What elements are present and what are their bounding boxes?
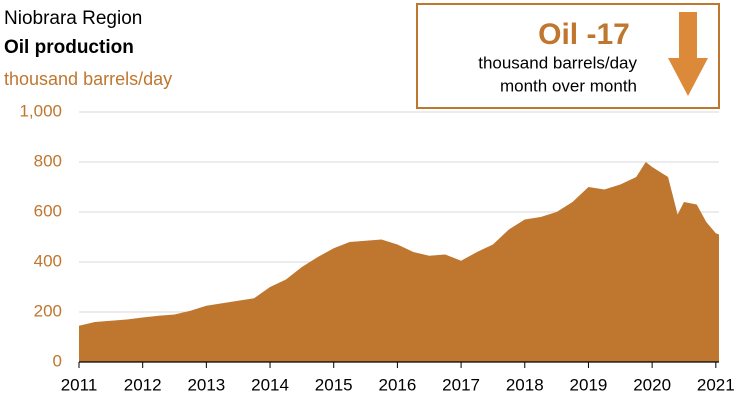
callout-headline: Oil -17 <box>538 18 630 51</box>
y-tick-label: 0 <box>53 351 62 370</box>
x-tick-label: 2017 <box>442 375 480 394</box>
chart-subtitle: Oil production <box>4 37 134 58</box>
y-axis-label: thousand barrels/day <box>4 69 172 89</box>
callout-text: month over month <box>500 76 637 95</box>
callout-text: thousand barrels/day <box>478 53 637 72</box>
y-tick-label: 800 <box>34 151 62 170</box>
x-tick-label: 2015 <box>315 375 353 394</box>
y-tick-label: 600 <box>34 201 62 220</box>
down-arrow <box>668 12 708 96</box>
callout-box <box>416 3 720 109</box>
x-tick-label: 2012 <box>124 375 162 394</box>
x-tick-label: 2020 <box>633 375 671 394</box>
area <box>79 162 719 362</box>
x-tick-label: 2018 <box>506 375 544 394</box>
x-tick-label: 2014 <box>251 375 289 394</box>
x-tick-label: 2019 <box>570 375 608 394</box>
x-tick-label: 2013 <box>187 375 225 394</box>
x-tick-label: 2021 <box>697 375 735 394</box>
y-tick-label: 1,000 <box>19 101 62 120</box>
chart-title: Niobrara Region <box>4 8 142 29</box>
x-tick-label: 2016 <box>378 375 416 394</box>
y-tick-label: 400 <box>34 251 62 270</box>
y-tick-label: 200 <box>34 301 62 320</box>
x-tick-label: 2011 <box>61 375 98 394</box>
